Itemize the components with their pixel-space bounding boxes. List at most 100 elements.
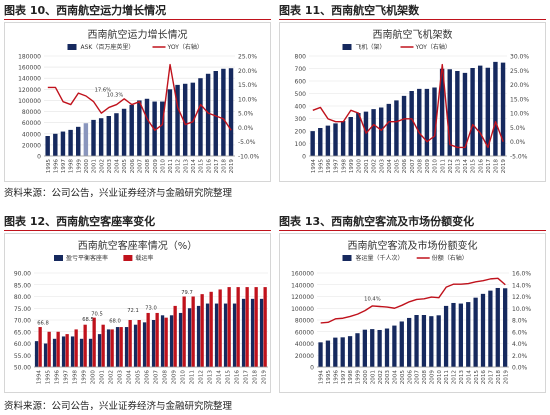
y-tick-label: 100000: [18, 98, 41, 105]
x-tick-label: 1998: [348, 370, 354, 385]
x-tick-label: 2018: [253, 370, 259, 385]
y-tick-label: 70.00: [14, 318, 31, 325]
bar: [259, 298, 264, 367]
x-tick-label: 2005: [122, 159, 128, 174]
legend-label: YOY（右轴）: [167, 43, 203, 51]
x-tick-label: 2000: [84, 159, 90, 174]
bar: [106, 116, 112, 156]
bar: [74, 329, 78, 367]
x-tick-label: 2002: [109, 370, 115, 384]
bar: [466, 302, 471, 367]
y-tick-label: 100000: [291, 306, 314, 313]
x-tick-label: 2010: [437, 370, 443, 385]
data-label: 72.1: [127, 308, 139, 314]
bar: [182, 296, 186, 367]
bar: [409, 91, 414, 156]
bar: [151, 320, 156, 367]
y-tick-label: 80.00: [14, 294, 31, 301]
y2-tick-label: 12.0%: [512, 294, 531, 301]
x-tick-label: 2017: [244, 370, 250, 385]
x-tick-label: 2001: [92, 159, 98, 174]
x-tick-label: 2004: [115, 159, 121, 174]
bar: [362, 329, 367, 367]
bar: [160, 315, 165, 367]
bar: [473, 297, 478, 367]
bar: [213, 71, 218, 156]
figure-label-11: 图表 11、西南航空飞机架数: [279, 4, 420, 17]
y-tick-label: 180000: [18, 54, 41, 61]
x-tick-label: 2008: [145, 159, 151, 174]
x-tick-label: 1994: [37, 370, 43, 385]
bar: [124, 327, 129, 367]
x-tick-label: 2004: [387, 159, 393, 174]
bar: [38, 327, 42, 367]
figure-label-13: 图表 13、西南航空客流及市场份额变化: [279, 215, 475, 228]
x-tick-label: 2008: [417, 159, 423, 174]
bar: [101, 324, 105, 367]
chart-svg: 西南航空飞机架数 0 100 200 300 400 500 600 700 800 -5.0% 0.…: [279, 22, 546, 182]
bar: [414, 315, 419, 367]
y2-tick-label: 0.0%: [512, 365, 528, 372]
bar: [205, 303, 210, 367]
bar: [493, 61, 498, 156]
x-tick-label: 2014: [463, 159, 469, 174]
x-tick-label: 2019: [501, 159, 507, 174]
y2-tick-label: 10.0%: [238, 96, 257, 103]
x-tick-label: 1995: [46, 159, 52, 174]
bar: [169, 315, 174, 367]
bar: [310, 131, 315, 156]
data-label: 73.0: [145, 305, 157, 311]
x-tick-label: 2017: [489, 370, 495, 385]
x-tick-label: 2019: [229, 159, 235, 174]
bar: [137, 100, 142, 156]
bar: [227, 287, 231, 367]
x-tick-label: 1996: [55, 370, 61, 385]
x-tick-label: 1999: [356, 370, 362, 385]
bar: [236, 287, 240, 367]
legend-label: 盈亏平衡客座率: [66, 254, 108, 262]
bar: [110, 329, 114, 367]
y-tick-label: 0: [302, 154, 306, 161]
x-tick-label: 2000: [357, 159, 363, 174]
x-tick-label: 2003: [118, 370, 124, 385]
series-line: [312, 63, 504, 149]
chart-passengers-share: 西南航空客流及市场份额变化 0 20000 40000 60000 80000 100000…: [279, 233, 546, 393]
y-tick-label: 40000: [295, 341, 314, 348]
x-tick-label: 2015: [199, 159, 205, 174]
y2-tick-label: 5.0%: [238, 111, 254, 118]
x-tick-label: 2012: [452, 370, 458, 384]
x-tick-label: 2009: [429, 370, 435, 385]
x-tick-label: 2009: [425, 159, 431, 174]
bar: [182, 83, 188, 156]
bar: [43, 343, 48, 367]
y2-tick-label: 8.0%: [512, 318, 528, 325]
x-tick-label: 1994: [311, 159, 317, 174]
x-tick-label: 2010: [160, 159, 166, 174]
y2-tick-label: -5.0%: [510, 154, 528, 161]
bar: [429, 316, 434, 367]
x-tick-label: 1998: [73, 370, 79, 385]
x-tick-label: 2005: [400, 370, 406, 385]
x-tick-label: 2009: [172, 370, 178, 385]
y-tick-label: 200: [295, 129, 307, 136]
legend-label: 飞机（架）: [356, 43, 386, 51]
x-tick-label: 2018: [494, 159, 500, 174]
data-label: 70.5: [91, 311, 103, 317]
bar: [190, 82, 196, 156]
x-tick-label: 2007: [138, 159, 144, 174]
bar: [45, 136, 50, 156]
y-tick-label: 600: [295, 79, 307, 86]
y2-tick-label: 25.0%: [510, 68, 529, 75]
bar: [378, 107, 384, 156]
x-tick-label: 2005: [136, 370, 142, 385]
y2-tick-label: -10.0%: [238, 154, 260, 161]
x-tick-label: 2016: [235, 370, 241, 385]
x-tick-label: 2000: [363, 370, 369, 385]
x-tick-label: 2017: [214, 159, 220, 174]
bar: [495, 287, 500, 367]
data-label: 68.5: [82, 317, 94, 323]
y-tick-label: 90.00: [14, 271, 31, 278]
bar: [60, 131, 66, 156]
bar: [137, 320, 141, 367]
x-tick-label: 2018: [222, 159, 228, 174]
